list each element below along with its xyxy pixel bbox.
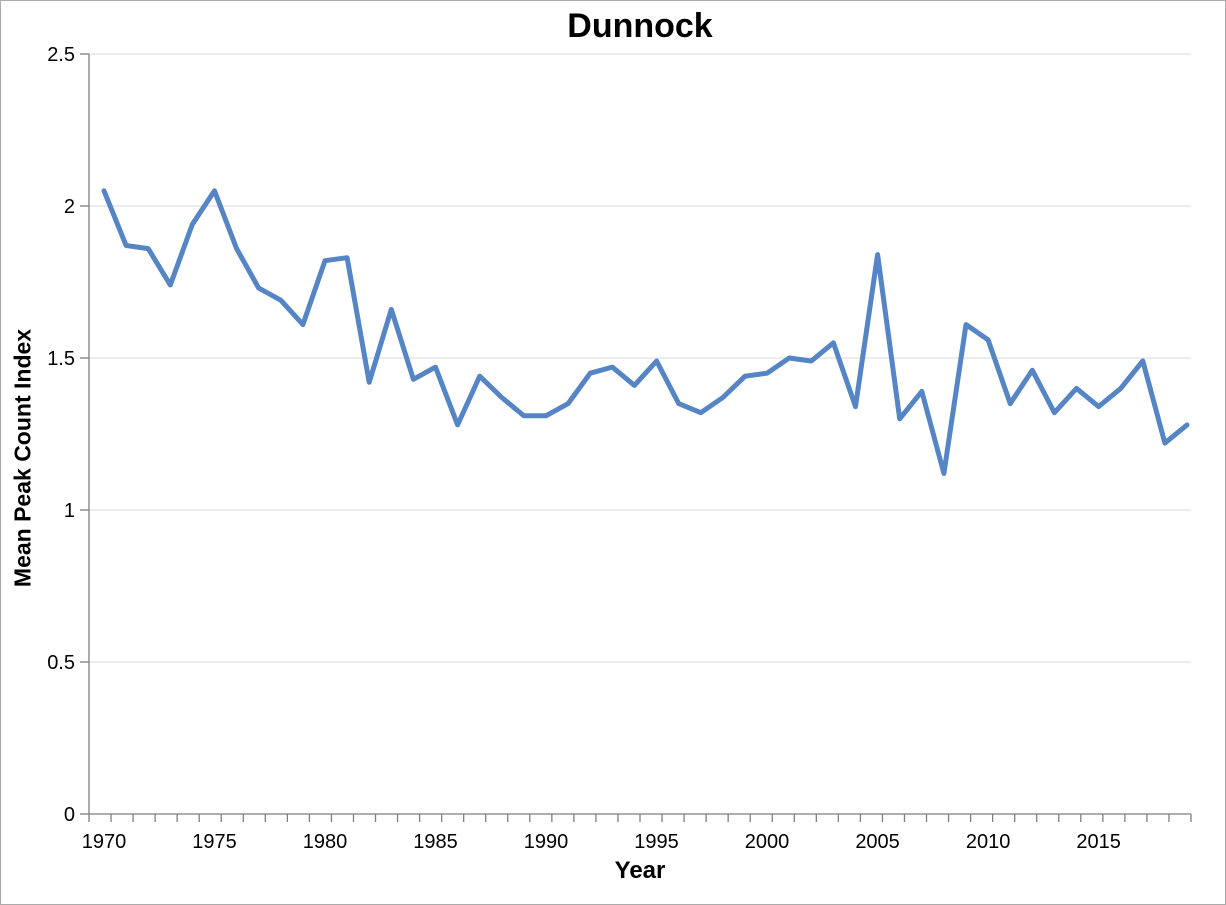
x-tick-label: 1975 xyxy=(192,831,237,853)
x-tick-label: 2010 xyxy=(966,831,1011,853)
x-tick-label: 2000 xyxy=(745,831,790,853)
y-tick-label: 0.5 xyxy=(47,652,75,674)
x-tick-label: 2015 xyxy=(1076,831,1121,853)
x-tick-label: 2005 xyxy=(855,831,900,853)
x-tick-label: 1985 xyxy=(413,831,458,853)
y-tick-label: 0 xyxy=(64,804,75,826)
x-tick-label: 1980 xyxy=(303,831,348,853)
y-tick-label: 1 xyxy=(64,500,75,522)
x-tick-label: 1990 xyxy=(524,831,569,853)
x-tick-label: 1970 xyxy=(82,831,127,853)
x-tick-label: 1995 xyxy=(634,831,679,853)
y-tick-label: 2 xyxy=(64,196,75,218)
x-axis-title: Year xyxy=(614,857,666,884)
y-tick-label: 1.5 xyxy=(47,348,75,370)
y-tick-label: 2.5 xyxy=(47,44,75,66)
data-series-line xyxy=(101,188,1190,476)
chart-title: Dunnock xyxy=(567,7,713,45)
